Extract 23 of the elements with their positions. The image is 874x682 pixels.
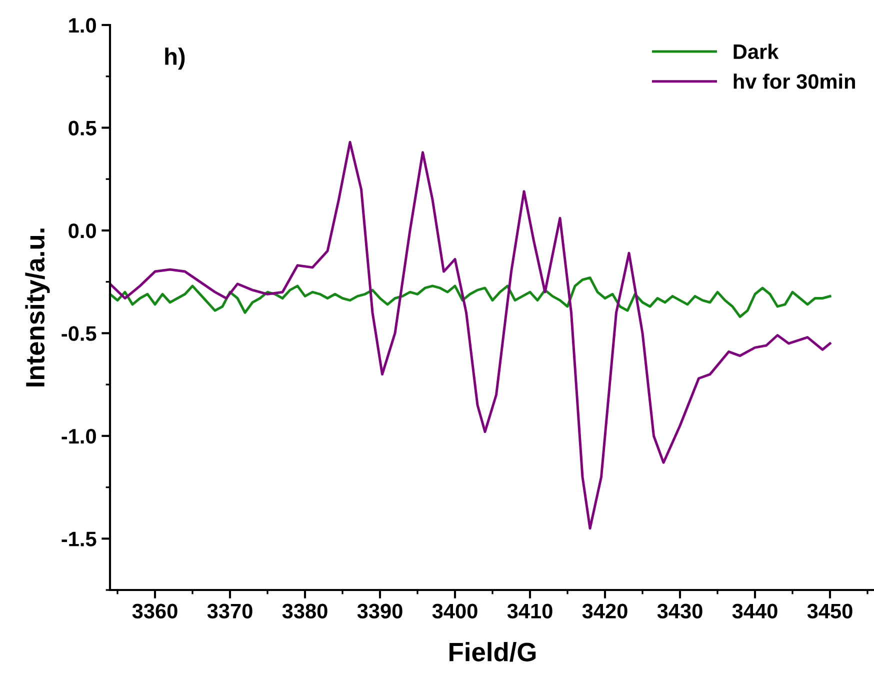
y-tick-label: -1.5 (62, 532, 96, 546)
y-tick-label: -1.0 (62, 428, 96, 444)
line-series (110, 140, 832, 530)
x-axis-title: Field/G (450, 642, 536, 662)
y-axis-title: Intensity/a.u. (25, 228, 50, 386)
x-tick-label: 3380 (282, 604, 328, 619)
line-series (110, 276, 832, 318)
x-tick-label: 3430 (657, 604, 702, 619)
legend-label: hv for 30min (734, 74, 855, 89)
y-tick-label: 1.0 (69, 18, 96, 33)
legend-label: Dark (734, 44, 779, 60)
x-tick-label: 3450 (807, 604, 852, 619)
x-tick-label: 3400 (432, 604, 478, 619)
x-tick-label: 3440 (732, 604, 778, 619)
x-tick-label: 3360 (132, 604, 178, 619)
y-tick-label: 0.5 (68, 120, 96, 136)
annotation: h) (165, 48, 185, 70)
x-tick-label: 3390 (357, 604, 402, 619)
y-tick-label: 0.0 (68, 223, 96, 238)
x-tick-label: 3370 (207, 604, 252, 619)
x-tick-label: 3410 (507, 604, 552, 619)
y-tick-label: -0.5 (62, 326, 96, 341)
x-tick-label: 3420 (582, 604, 628, 619)
